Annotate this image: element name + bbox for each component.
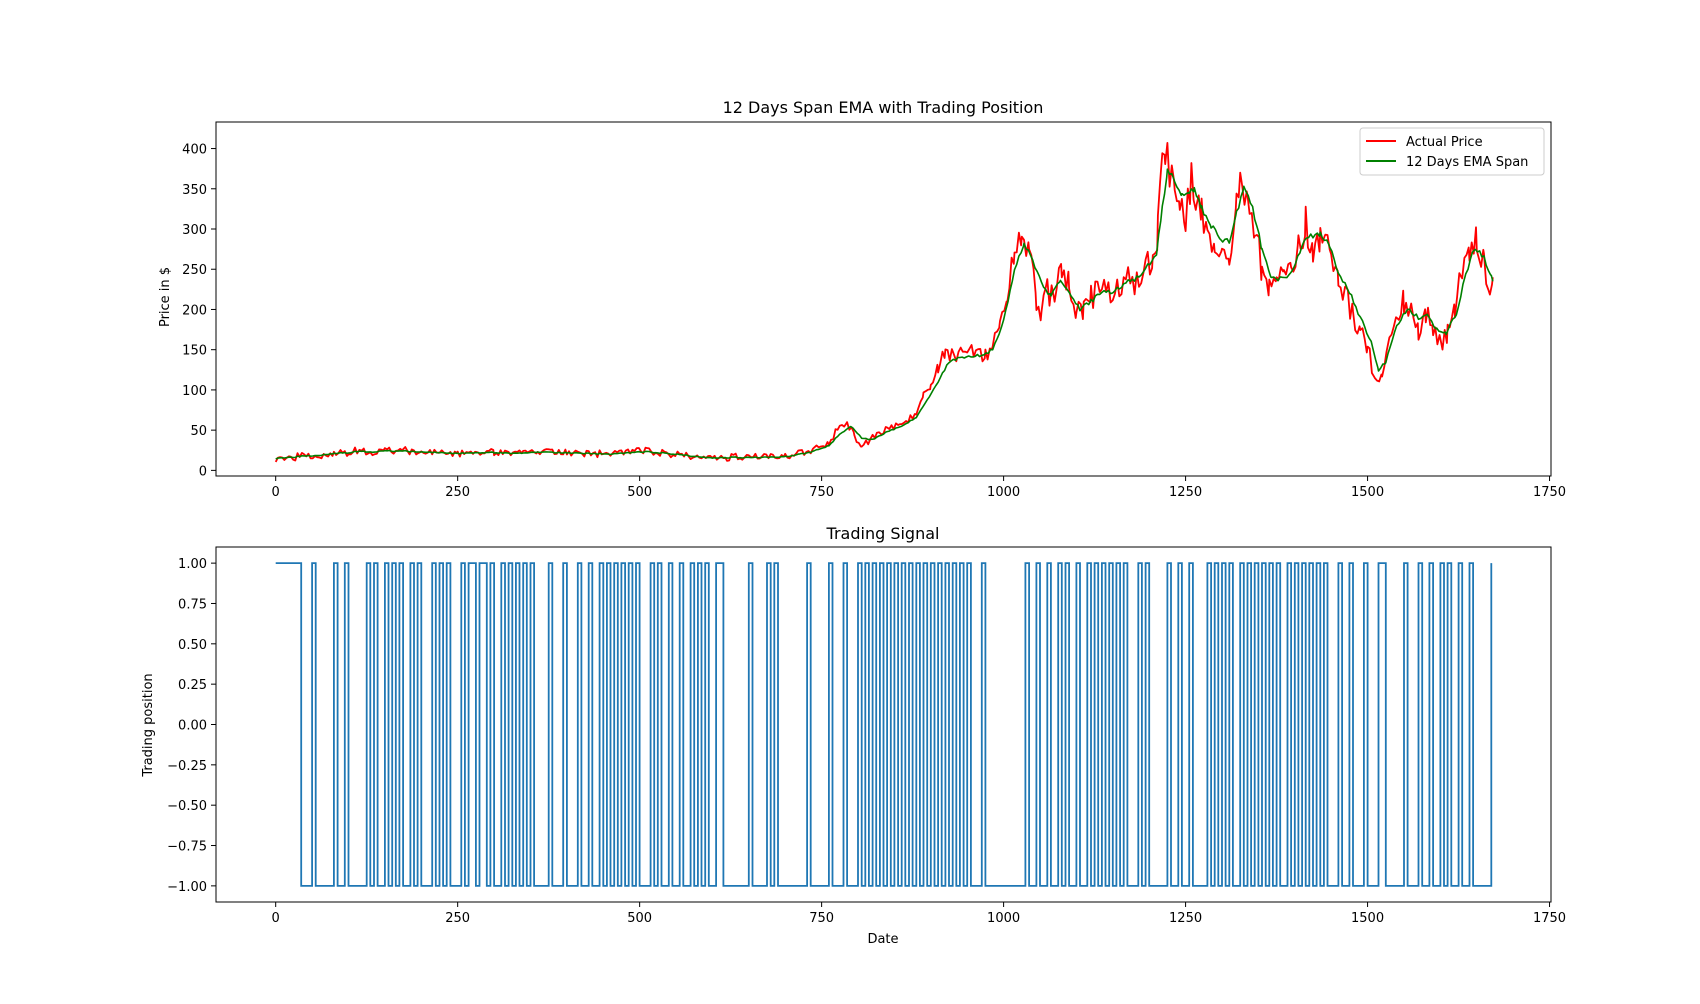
x-tick-label: 1750 <box>1533 485 1566 500</box>
y-tick-label: 0.00 <box>178 719 207 734</box>
y-tick-label: −1.00 <box>167 880 207 895</box>
signal-plot-area <box>275 562 1493 887</box>
y-tick-label: 0.75 <box>178 597 207 612</box>
x-tick-label: 0 <box>272 911 280 926</box>
x-tick-label: 1250 <box>1169 911 1202 926</box>
signal-axes: Trading Signal Trading position Date 0 25… <box>141 524 1566 947</box>
legend-box <box>1359 127 1545 176</box>
y-tick-label: 350 <box>182 183 207 198</box>
x-tick-label: 500 <box>627 485 652 500</box>
signal-y-ticks: 1.00 0.75 0.50 0.25 0.00 −0.25 −0.50 −0.75 −1.00 <box>167 557 216 895</box>
price-chart-title: 12 Days Span EMA with Trading Position <box>723 98 1044 117</box>
trading-signal-line <box>275 562 1493 887</box>
signal-y-axis-label: Trading position <box>141 673 156 777</box>
y-tick-label: 50 <box>190 424 207 439</box>
price-legend: Actual Price 12 Days EMA Span <box>1359 127 1545 176</box>
legend-label-actual-price: Actual Price <box>1406 135 1483 150</box>
signal-x-axis-label: Date <box>867 932 898 947</box>
x-tick-label: 750 <box>809 911 834 926</box>
y-tick-label: 0 <box>199 464 207 479</box>
y-tick-label: 0.50 <box>178 638 207 653</box>
x-tick-label: 1000 <box>987 485 1020 500</box>
signal-axes-frame <box>215 546 1552 903</box>
y-tick-label: 100 <box>182 384 207 399</box>
x-tick-label: 1250 <box>1169 485 1202 500</box>
y-tick-label: 400 <box>182 143 207 158</box>
x-tick-label: 1500 <box>1351 485 1384 500</box>
y-tick-label: 0.25 <box>178 678 207 693</box>
x-tick-label: 250 <box>445 485 470 500</box>
signal-chart-title: Trading Signal <box>826 524 940 543</box>
y-tick-label: 1.00 <box>178 557 207 572</box>
price-axes: 12 Days Span EMA with Trading Position P… <box>158 98 1566 500</box>
legend-label-ema: 12 Days EMA Span <box>1406 155 1528 170</box>
x-tick-label: 1000 <box>987 911 1020 926</box>
x-tick-label: 0 <box>272 485 280 500</box>
y-tick-label: −0.50 <box>167 799 207 814</box>
y-tick-label: 300 <box>182 223 207 238</box>
y-tick-label: −0.75 <box>167 840 207 855</box>
ema-line <box>275 168 1494 460</box>
y-tick-label: 150 <box>182 344 207 359</box>
price-y-axis-label: Price in $ <box>158 267 173 327</box>
x-tick-label: 500 <box>627 911 652 926</box>
x-tick-label: 1500 <box>1351 911 1384 926</box>
price-axes-frame <box>215 121 1552 477</box>
x-tick-label: 1750 <box>1533 911 1566 926</box>
actual-price-line <box>274 142 1494 463</box>
price-y-ticks: 0 50 100 150 200 250 300 350 400 <box>182 143 216 479</box>
y-tick-label: −0.25 <box>167 759 207 774</box>
price-x-ticks: 0 250 500 750 1000 1250 1500 1750 <box>272 476 1566 500</box>
y-tick-label: 250 <box>182 263 207 278</box>
x-tick-label: 750 <box>809 485 834 500</box>
price-plot-area <box>274 142 1494 463</box>
y-tick-label: 200 <box>182 303 207 318</box>
signal-x-ticks: 0 250 500 750 1000 1250 1500 1750 <box>272 902 1566 926</box>
x-tick-label: 250 <box>445 911 470 926</box>
